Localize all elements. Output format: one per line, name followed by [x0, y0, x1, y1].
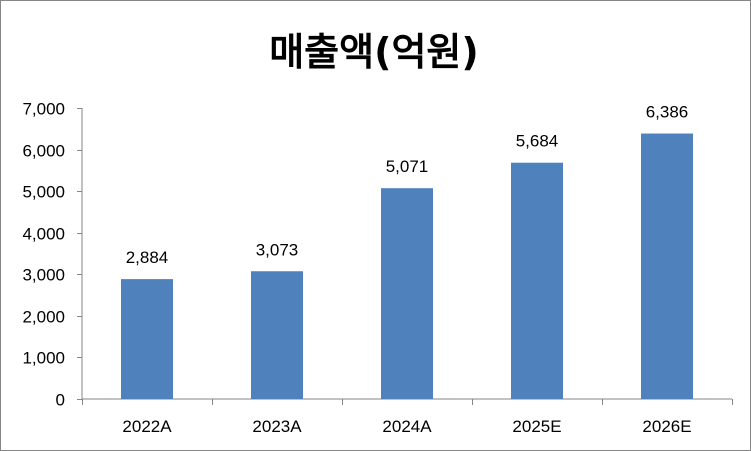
y-tick-label: 7,000 — [22, 100, 65, 119]
y-tick-label: 6,000 — [22, 142, 65, 161]
y-tick-label: 2,000 — [22, 308, 65, 327]
bar-data-label: 5,684 — [516, 132, 559, 151]
y-tick-label: 5,000 — [22, 183, 65, 202]
y-tick-label: 0 — [56, 391, 65, 410]
x-tick-label: 2023A — [252, 417, 302, 436]
bar-data-label: 2,884 — [126, 248, 169, 267]
bar — [641, 133, 693, 400]
bar-data-label: 3,073 — [256, 240, 299, 259]
bar-data-label: 5,071 — [386, 157, 429, 176]
chart-data-labels: 2,884 3,073 5,071 5,684 6,386 — [126, 103, 689, 268]
y-tick-label: 1,000 — [22, 349, 65, 368]
x-tick-label: 2025E — [512, 417, 561, 436]
x-tick-label: 2022A — [122, 417, 172, 436]
bar — [511, 162, 563, 399]
chart-title: 매출액(억원) — [269, 30, 479, 74]
chart-axes: 0 1,000 2,000 3,000 4,000 5,000 6,000 7,000 2022… — [22, 100, 733, 436]
x-tick-label: 2026E — [642, 417, 691, 436]
bar-data-label: 6,386 — [646, 103, 689, 122]
y-tick-label: 3,000 — [22, 266, 65, 285]
bar — [381, 188, 433, 399]
bar — [121, 279, 173, 399]
bar — [251, 271, 303, 399]
y-tick-label: 4,000 — [22, 225, 65, 244]
chart-bars — [121, 133, 693, 400]
x-tick-label: 2024A — [382, 417, 432, 436]
